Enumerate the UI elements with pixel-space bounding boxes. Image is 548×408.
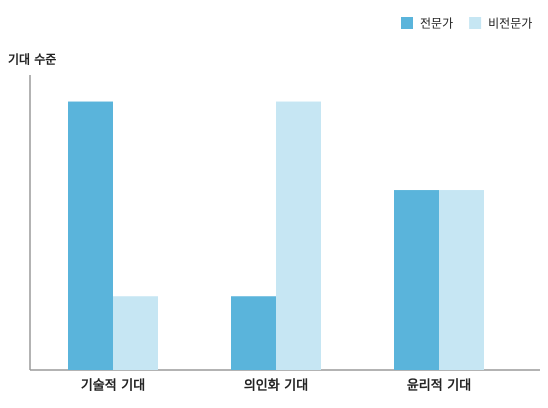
legend-swatch — [401, 17, 413, 29]
bar — [394, 190, 439, 370]
legend-label: 전문가 — [420, 17, 453, 31]
y-axis-label: 기대 수준 — [8, 52, 56, 67]
x-tick-label: 의인화 기대 — [244, 378, 308, 394]
legend-label: 비전문가 — [488, 17, 532, 31]
bar — [439, 190, 484, 370]
legend-swatch — [469, 17, 482, 29]
bar — [68, 101, 113, 371]
bar — [231, 296, 276, 370]
bar — [113, 296, 158, 370]
bar — [276, 101, 321, 371]
x-tick-label: 윤리적 기대 — [407, 378, 471, 394]
x-tick-label: 기술적 기대 — [81, 378, 145, 394]
